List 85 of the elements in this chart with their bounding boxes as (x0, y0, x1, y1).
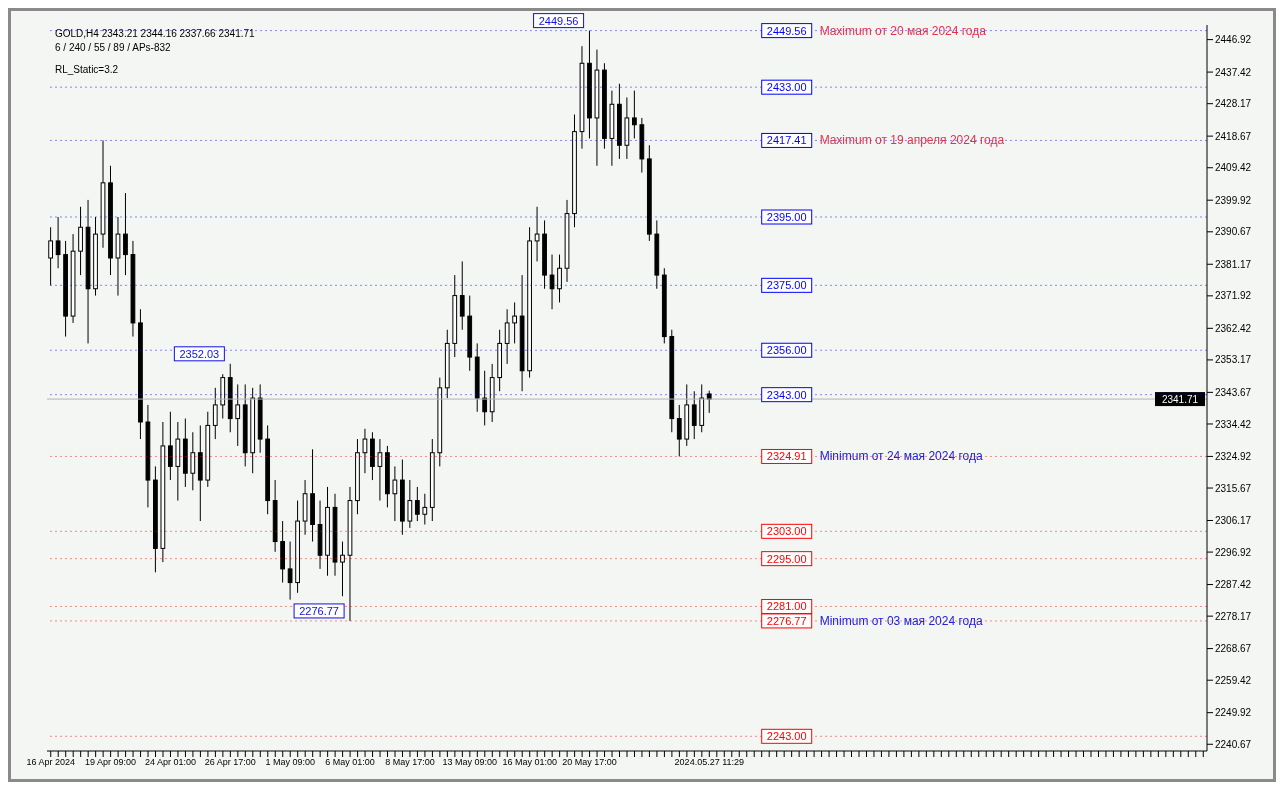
y-tick-label: 2240.67 (1215, 738, 1252, 750)
ref-line-label: 2375.00 (766, 279, 807, 292)
y-tick-label: 2409.42 (1215, 162, 1252, 174)
y-tick-label: 2418.67 (1215, 130, 1252, 142)
candlestick (377, 438, 383, 502)
y-tick-label: 2381.17 (1215, 258, 1252, 270)
candlestick (534, 206, 540, 262)
ref-line-label: 2417.41 (766, 134, 807, 147)
y-tick-label: 2390.67 (1215, 226, 1252, 238)
candlestick (123, 192, 128, 276)
ref-line-label: 2449.56 (766, 24, 807, 37)
candlestick (287, 541, 293, 601)
candlestick (55, 216, 61, 269)
x-tick-label: 13 May 09:00 (442, 757, 498, 768)
y-tick-label: 2428.17 (1215, 98, 1252, 110)
y-tick-label: 2446.92 (1215, 34, 1252, 46)
annotation: 2449.56 (538, 14, 579, 27)
annotation: 6 / 240 / 55 / 89 / APs-832 (55, 41, 172, 55)
ref-line-label: 2276.77 (766, 614, 807, 627)
x-tick-label: 16 Apr 2024 (26, 757, 76, 768)
annotation: RL_Static=3.2 (55, 63, 120, 77)
candlestick (512, 301, 517, 344)
y-tick-label: 2371.92 (1215, 290, 1252, 302)
ref-line-label: 2295.00 (766, 552, 807, 565)
candlestick (691, 390, 697, 440)
candlestick (115, 216, 121, 297)
y-tick-label: 2287.42 (1215, 579, 1252, 591)
candlestick (48, 226, 53, 286)
candlestick (482, 370, 488, 426)
annotation: 2276.77 (299, 604, 339, 617)
candlestick (340, 541, 345, 597)
ref-line-label: 2281.00 (766, 600, 807, 613)
y-tick-label: 2306.17 (1215, 515, 1252, 527)
x-tick-label: 19 Apr 09:00 (85, 757, 137, 768)
x-tick-label: 1 May 09:00 (265, 757, 315, 768)
ref-line-label: 2343.00 (766, 388, 807, 401)
y-tick-label: 2399.92 (1215, 194, 1252, 206)
y-tick-label: 2334.42 (1215, 418, 1252, 430)
candlestick (557, 254, 562, 303)
candlestick (631, 90, 637, 139)
x-tick-label: 6 May 01:00 (325, 757, 375, 768)
ref-line-label: 2341.71 (1161, 394, 1199, 406)
x-tick-label: 8 May 17:00 (385, 757, 435, 768)
annotation: Minimum от 24 мая 2024 года (819, 449, 983, 464)
candlestick (235, 383, 241, 447)
ref-line-label: 2433.00 (766, 81, 807, 94)
x-tick-label: 16 May 01:00 (502, 757, 557, 768)
ref-line-label: 2324.91 (766, 450, 807, 463)
candlestick (167, 411, 173, 481)
annotation: 2352.03 (179, 347, 220, 360)
y-tick-label: 2353.17 (1215, 354, 1252, 366)
y-tick-label: 2362.42 (1215, 322, 1252, 334)
candlestick (190, 431, 196, 491)
x-tick-label: 20 May 17:00 (562, 757, 617, 768)
candlestick (362, 428, 368, 474)
annotation: Maximum от 19 апреля 2024 года (819, 133, 1005, 148)
candlestick (392, 465, 398, 522)
candlestick (676, 404, 682, 457)
ref-line-label: 2303.00 (766, 525, 807, 538)
y-tick-label: 2324.92 (1215, 450, 1252, 462)
candlestick (78, 206, 83, 276)
candlestick (414, 486, 420, 522)
candlestick (407, 479, 413, 529)
y-tick-label: 2343.67 (1215, 386, 1252, 398)
ref-line-label: 2243.00 (766, 730, 807, 743)
x-tick-label: 2024.05.27 11:29 (674, 757, 745, 768)
y-tick-label: 2315.67 (1215, 482, 1252, 494)
candlestick (422, 493, 428, 525)
ref-line-label: 2356.00 (766, 344, 807, 357)
annotation: GOLD,H4 2343.21 2344.16 2337.66 2341.71 (55, 27, 255, 41)
y-tick-label: 2268.67 (1215, 643, 1252, 655)
y-tick-label: 2437.42 (1215, 66, 1252, 78)
x-tick-label: 26 Apr 17:00 (204, 757, 256, 768)
x-tick-label: 24 Apr 01:00 (144, 757, 197, 768)
y-tick-label: 2278.17 (1215, 610, 1252, 622)
annotation: Maximum от 20 мая 2024 года (819, 23, 987, 38)
candlestick (459, 260, 465, 331)
y-tick-label: 2296.92 (1215, 546, 1252, 558)
candlestick (549, 254, 555, 310)
candlestick (212, 387, 218, 440)
y-tick-label: 2249.92 (1215, 707, 1252, 719)
ref-line-label: 2395.00 (766, 211, 807, 224)
y-tick-label: 2259.42 (1215, 674, 1252, 686)
annotation: Minimum от 03 мая 2024 года (819, 613, 983, 628)
candlestick (504, 308, 510, 365)
